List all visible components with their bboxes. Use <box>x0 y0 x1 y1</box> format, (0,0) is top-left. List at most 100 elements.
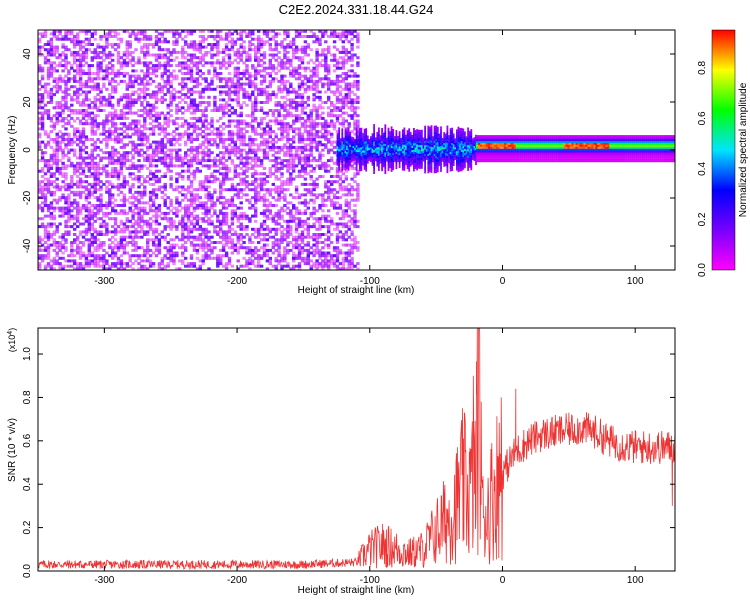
heatmap-cell <box>248 48 252 52</box>
heatmap-cell <box>70 217 74 221</box>
heatmap-cell <box>318 43 322 46</box>
heatmap-cell <box>90 127 94 131</box>
heatmap-cell <box>73 182 77 186</box>
heatmap-cell <box>148 132 153 136</box>
heatmap-cell <box>49 43 54 46</box>
heatmap-cell <box>257 145 261 149</box>
heatmap-cell <box>116 225 121 229</box>
heatmap-cell <box>259 172 264 176</box>
heatmap-cell <box>283 116 287 120</box>
heatmap-cell <box>245 58 249 62</box>
heatmap-cell <box>192 214 197 218</box>
heatmap-cell <box>87 254 91 258</box>
heatmap-cell <box>157 85 162 89</box>
heatmap-cell <box>265 190 270 194</box>
heatmap-cell <box>268 124 272 128</box>
heatmap-cell <box>245 259 249 263</box>
heatmap-cell <box>198 50 202 54</box>
heatmap-cell <box>283 79 287 83</box>
heatmap-cell <box>128 225 132 229</box>
heatmap-cell <box>102 127 106 131</box>
heatmap-cell <box>277 122 281 126</box>
heatmap-cell <box>119 132 124 136</box>
heatmap-cell <box>204 227 208 231</box>
heatmap-cell <box>259 143 264 147</box>
heatmap-cell <box>90 167 94 170</box>
heatmap-cell <box>327 230 331 234</box>
heatmap-cell <box>189 211 194 215</box>
heatmap-cell <box>292 169 296 173</box>
heatmap-cell <box>172 259 176 263</box>
heatmap-cell <box>64 259 68 263</box>
heatmap-cell <box>122 153 127 157</box>
heatmap-cell <box>113 159 118 163</box>
heatmap-cell <box>248 145 252 149</box>
heatmap-cell <box>134 198 138 202</box>
heatmap-cell <box>303 66 308 70</box>
heatmap-cell <box>292 204 296 207</box>
heatmap-cell <box>116 248 121 252</box>
heatmap-cell <box>73 151 77 155</box>
heatmap-cell <box>189 235 194 239</box>
heatmap-cell <box>58 145 62 149</box>
heatmap-cell <box>143 127 147 131</box>
heatmap-cell <box>157 87 162 91</box>
heatmap-cell <box>148 193 153 197</box>
heatmap-cell <box>93 204 97 207</box>
heatmap-cell <box>213 69 217 73</box>
heatmap-cell <box>61 111 65 115</box>
heatmap-cell <box>297 138 302 141</box>
heatmap-cell <box>148 66 153 70</box>
heatmap-cell <box>286 45 290 49</box>
heatmap-cell <box>166 264 170 268</box>
heatmap-cell <box>257 43 261 46</box>
heatmap-cell <box>67 217 71 221</box>
heatmap-cell <box>108 72 112 75</box>
heatmap-cell <box>289 225 293 229</box>
heatmap-cell <box>134 122 138 126</box>
heatmap-cell <box>213 180 217 184</box>
heatmap-cell <box>192 206 197 210</box>
heatmap-cell <box>221 201 226 205</box>
heatmap-cell <box>46 222 51 226</box>
heatmap-cell <box>327 159 331 163</box>
heatmap-cell <box>178 201 182 205</box>
heatmap-cell <box>87 106 91 110</box>
heatmap-cell <box>207 254 211 258</box>
heatmap-cell <box>64 198 68 202</box>
heatmap-cell <box>134 48 138 52</box>
heatmap-cell <box>254 169 258 173</box>
heatmap-cell <box>146 111 150 115</box>
heatmap-cell <box>78 93 83 97</box>
heatmap-cell <box>224 175 229 178</box>
heatmap-cell <box>262 74 267 78</box>
heatmap-cell <box>274 248 278 252</box>
heatmap-cell <box>309 138 313 141</box>
heatmap-cell <box>99 246 103 250</box>
heatmap-cell <box>55 227 59 231</box>
heatmap-cell <box>64 206 68 210</box>
heatmap-cell <box>294 69 299 73</box>
heatmap-cell <box>297 82 302 86</box>
heatmap-cell <box>312 254 316 258</box>
heatmap-cell <box>70 140 74 144</box>
heatmap-cell <box>233 169 237 173</box>
heatmap-cell <box>280 138 284 141</box>
heatmap-cell <box>43 132 48 136</box>
heatmap-cell <box>111 43 115 46</box>
heatmap-cell <box>268 58 272 62</box>
heatmap-cell <box>300 246 305 250</box>
heatmap-cell <box>189 193 194 197</box>
heatmap-cell <box>219 98 223 102</box>
heatmap-cell <box>58 148 62 152</box>
heatmap-cell <box>113 140 118 144</box>
heatmap-cell <box>227 79 232 83</box>
heatmap-cell <box>292 74 296 78</box>
heatmap-cell <box>224 66 229 70</box>
heatmap-cell <box>324 180 328 184</box>
heatmap-cell <box>195 238 200 242</box>
heatmap-cell <box>210 35 214 38</box>
heatmap-cell <box>81 143 86 147</box>
heatmap-cell <box>181 188 185 192</box>
